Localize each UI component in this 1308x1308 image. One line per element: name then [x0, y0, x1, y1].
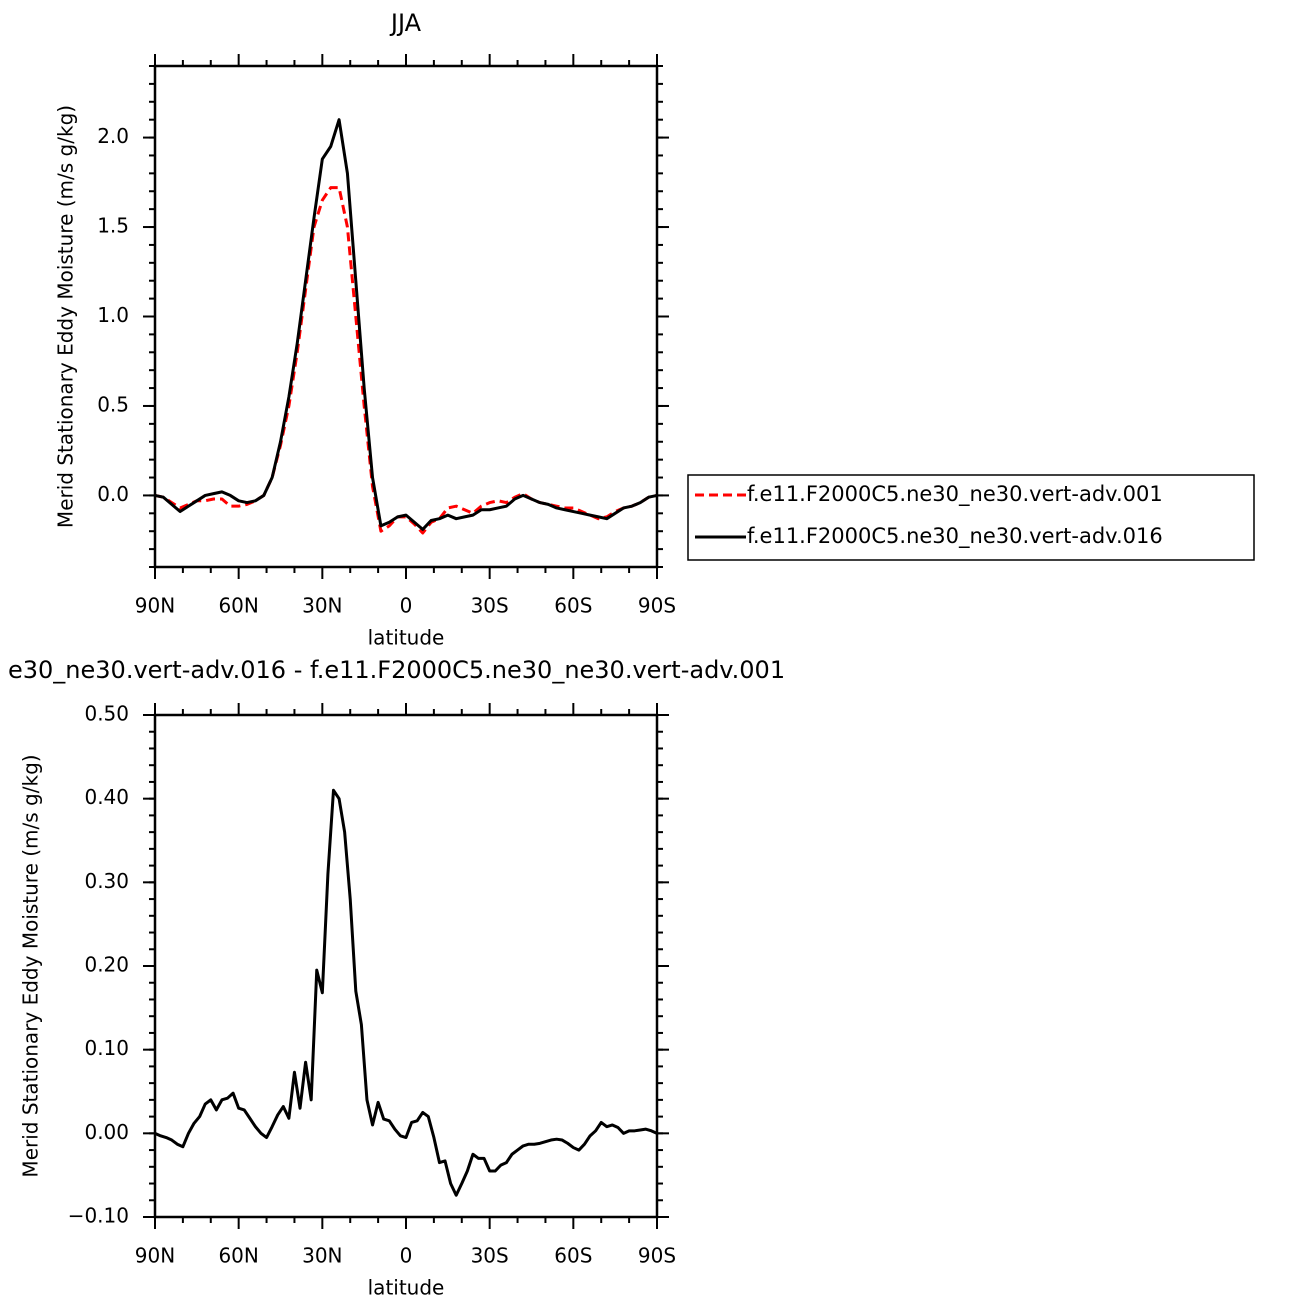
x-tick-label: 90N — [135, 1244, 175, 1268]
x-tick-label: 90S — [638, 594, 676, 618]
x-tick-label: 0 — [400, 594, 413, 618]
x-axis-label: latitude — [368, 1276, 445, 1300]
plot-frame — [153, 64, 659, 569]
x-axis-label: latitude — [368, 626, 445, 650]
y-tick-label: 0.40 — [84, 785, 129, 809]
x-tick-label: 90N — [135, 594, 175, 618]
y-tick-label: −0.10 — [68, 1204, 129, 1228]
x-tick-label: 30N — [302, 1244, 342, 1268]
y-tick-label: 0.20 — [84, 953, 129, 977]
plot-frame — [153, 713, 659, 1219]
x-tick-label: 30N — [302, 594, 342, 618]
x-tick-label: 30S — [471, 594, 509, 618]
y-tick-label: 0.00 — [84, 1120, 129, 1144]
y-tick-label: 0.10 — [84, 1036, 129, 1060]
y-tick-label: 1.5 — [97, 214, 129, 238]
y-tick-label: 1.0 — [97, 303, 129, 327]
y-tick-label: 0.50 — [84, 702, 129, 726]
legend-label: f.e11.F2000C5.ne30_ne30.vert-adv.001 — [747, 482, 1163, 507]
x-tick-label: 90S — [638, 1244, 676, 1268]
y-axis-label: Merid Stationary Eddy Moisture (m/s g/kg… — [54, 105, 78, 528]
legend-label: f.e11.F2000C5.ne30_ne30.vert-adv.016 — [747, 524, 1163, 549]
y-axis-label: Merid Stationary Eddy Moisture (m/s g/kg… — [19, 754, 43, 1177]
y-tick-label: 0.30 — [84, 869, 129, 893]
x-tick-label: 60N — [218, 1244, 258, 1268]
x-tick-label: 60S — [554, 594, 592, 618]
chart-title: JJA — [389, 9, 422, 37]
chart-title: e30_ne30.vert-adv.016 - f.e11.F2000C5.ne… — [8, 656, 785, 684]
legend-box — [687, 474, 1255, 561]
series-line — [154, 186, 658, 535]
series-line — [154, 788, 658, 1197]
x-tick-label: 60N — [218, 594, 258, 618]
y-tick-label: 2.0 — [97, 124, 129, 148]
x-tick-label: 60S — [554, 1244, 592, 1268]
x-tick-label: 0 — [400, 1244, 413, 1268]
y-tick-label: 0.5 — [97, 392, 129, 416]
y-tick-label: 0.0 — [97, 482, 129, 506]
series-line — [154, 118, 658, 531]
x-tick-label: 30S — [471, 1244, 509, 1268]
